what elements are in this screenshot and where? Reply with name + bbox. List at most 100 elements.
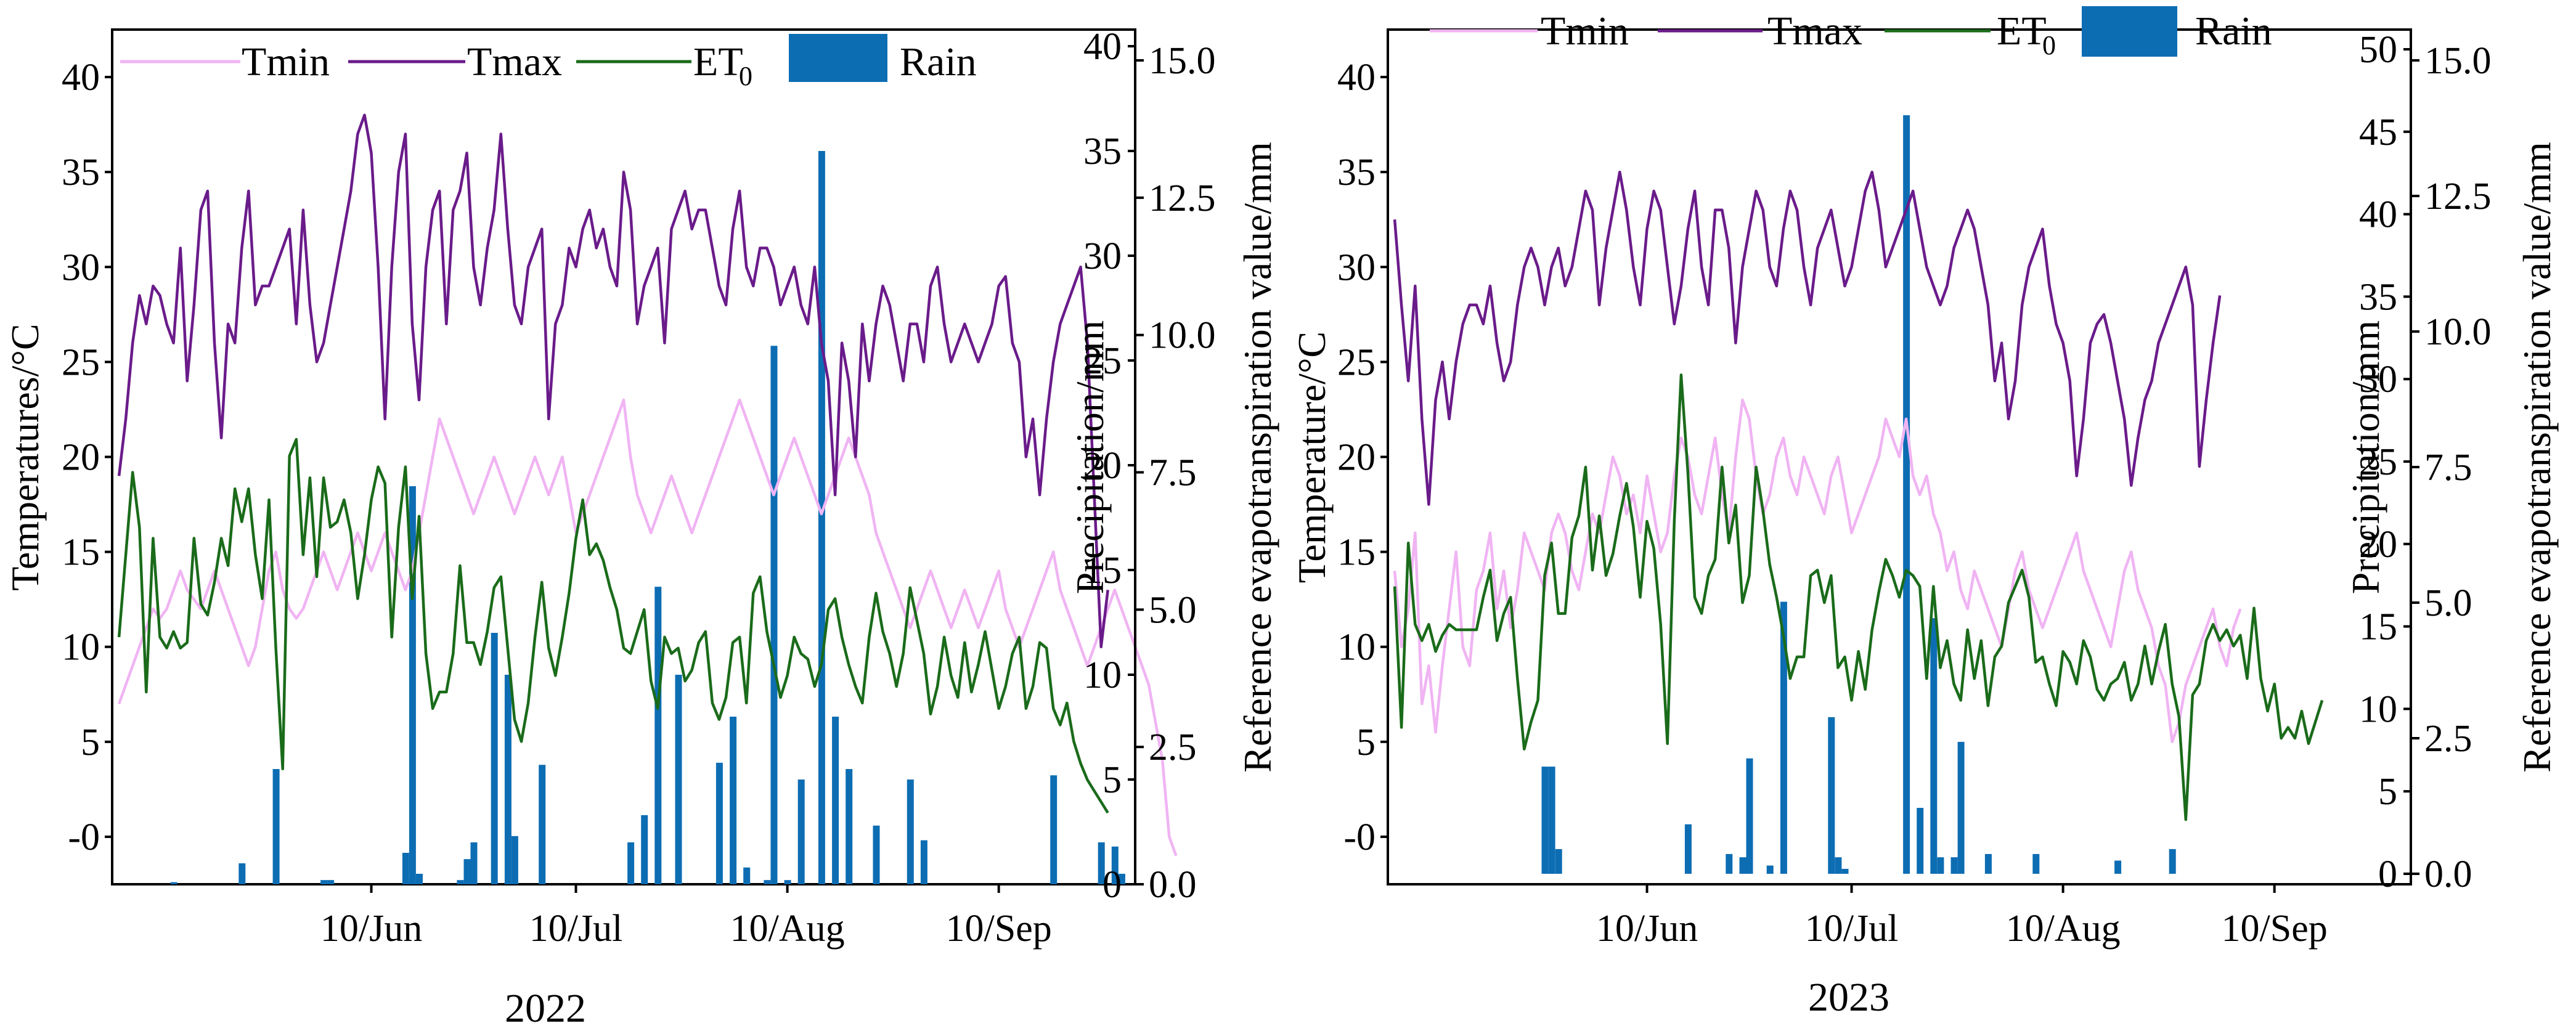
precip-tick-label: 0 <box>1103 864 1122 906</box>
rain-bar <box>832 717 839 884</box>
legend-swatch-rain <box>789 34 887 82</box>
rain-bar <box>797 780 805 884</box>
rain-bar <box>320 880 328 884</box>
rain-bar <box>1111 846 1119 884</box>
et0-tick-label: 2.5 <box>1149 727 1197 768</box>
x-tick-label: 10/Jun <box>1596 908 1698 950</box>
rain-bar <box>1917 808 1924 874</box>
legend-label-tmin: Tmin <box>242 39 330 84</box>
rain-bar <box>272 769 280 884</box>
temp-tick-label: 35 <box>62 152 100 193</box>
et0-tick-label: 0.0 <box>2424 853 2472 895</box>
x-tick-label: 10/Jul <box>529 908 623 950</box>
plot-frame <box>111 28 1136 885</box>
rain-bar <box>641 815 648 884</box>
rain-bar <box>1555 849 1562 874</box>
rain-bar <box>1766 865 1774 874</box>
rain-bar <box>1098 842 1105 884</box>
legend-label-rain: Rain <box>900 39 977 84</box>
et0-tick-label: 12.5 <box>1149 177 1216 219</box>
precip-tick-label: 5 <box>1103 759 1122 801</box>
et0-tick-label: 15.0 <box>1149 40 1216 82</box>
precip-tick-label: 20 <box>2359 524 2397 566</box>
precipitation-axis-title: Precipitation/mm <box>1068 320 1112 594</box>
rain-bar <box>2114 860 2122 874</box>
temp-tick-label: 25 <box>62 341 100 383</box>
rain-bar <box>504 675 512 884</box>
temp-tick-label: 30 <box>1337 246 1376 288</box>
precip-tick-label: 35 <box>2359 276 2397 318</box>
et0-axis-title: Reference evapotranspiration value/mm <box>1236 142 1279 773</box>
series-line-et0 <box>117 438 1109 814</box>
series-line-tmin <box>117 398 1178 857</box>
rain-bar <box>784 880 791 884</box>
rain-bar <box>920 840 927 884</box>
precip-tick-label: 30 <box>2359 359 2397 401</box>
year-label: 2023 <box>1808 975 1889 1020</box>
rain-bar <box>2169 849 2176 874</box>
temperature-axis-title: Temperatures/°C <box>3 324 47 590</box>
series-line-tmin <box>1393 398 2242 744</box>
temp-tick-label: 5 <box>1356 722 1376 763</box>
x-tick-label: 10/Sep <box>2222 908 2328 950</box>
precip-tick-label: 40 <box>2359 194 2397 236</box>
precip-tick-label: 0 <box>2378 853 2397 895</box>
precip-tick-label: 15 <box>1083 550 1122 592</box>
rain-bar <box>907 780 914 884</box>
et0-tick-label: 15.0 <box>2424 40 2492 82</box>
legend-label-tmax: Tmax <box>1767 9 1862 54</box>
precipitation-axis-title: Precipitation/mm <box>2344 320 2387 594</box>
temp-tick-label: 40 <box>62 57 100 99</box>
et0-axis-title: Reference evapotranspiration value/mm <box>2515 142 2559 773</box>
rain-bars <box>170 151 1125 884</box>
et0-tick-label: 10.0 <box>1149 315 1216 357</box>
precip-tick-label: 50 <box>2359 29 2397 71</box>
rain-bar <box>1930 618 1938 874</box>
rain-bar <box>1541 767 1549 874</box>
precip-tick-label: 25 <box>1083 340 1122 382</box>
series-lines <box>1393 170 2324 821</box>
et0-tick-label: 5.0 <box>2424 582 2472 624</box>
precip-tick-label: 25 <box>2359 441 2397 483</box>
temp-tick-label: 35 <box>1337 152 1376 193</box>
rain-bar <box>238 863 246 884</box>
rain-bar <box>1903 115 1910 874</box>
rain-bar <box>1746 758 1753 874</box>
temp-tick-label: 10 <box>1337 627 1376 669</box>
legend-label-tmin: Tmin <box>1541 9 1629 54</box>
rain-bar <box>170 882 177 884</box>
et0-axis-ticks: 0.0 2.5 5.0 7.5 10.0 12.5 15.0 <box>1134 30 1216 906</box>
rain-bar <box>511 836 518 884</box>
et0-tick-label: 7.5 <box>1149 452 1197 494</box>
legend-label-et0: ET <box>693 39 743 84</box>
x-axis-ticks: 10/Jun 10/Jul 10/Aug 10/Sep <box>1596 884 2328 950</box>
et0-tick-label: 5.0 <box>1149 589 1197 631</box>
rain-bar <box>539 765 546 884</box>
legend-label-tmax: Tmax <box>467 39 562 84</box>
chart-panel-2022: -0 5 10 15 20 25 30 35 40 0 5 10 15 20 25 30 35 40 0.0 2.… <box>3 26 1279 1031</box>
rain-bar <box>873 825 880 884</box>
x-axis-ticks: 10/Jun 10/Jul 10/Aug 10/Sep <box>320 884 1052 950</box>
rain-bar <box>1726 853 1733 874</box>
series-line-tmax <box>117 113 1109 648</box>
precipitation-axis-ticks: 0 5 10 15 20 25 30 35 40 45 50 <box>2359 29 2411 895</box>
temp-tick-label: 20 <box>1337 437 1376 479</box>
rain-bar <box>327 880 335 884</box>
rain-bar <box>675 675 682 884</box>
temperature-axis-ticks: -0 5 10 15 20 25 30 35 40 <box>1337 57 1388 858</box>
rain-bar <box>1780 601 1787 874</box>
precip-tick-label: 20 <box>1083 445 1122 487</box>
rain-bar <box>1841 869 1849 874</box>
precip-tick-label: 30 <box>1083 235 1122 277</box>
rain-bar <box>846 769 853 884</box>
rain-bar <box>770 346 778 884</box>
precip-tick-label: 45 <box>2359 112 2397 153</box>
et0-tick-label: 7.5 <box>2424 447 2472 489</box>
legend: Tmin Tmax ET 0 Rain <box>120 34 977 91</box>
rain-bar <box>463 859 471 884</box>
precip-tick-label: 10 <box>2359 688 2397 730</box>
rain-bar <box>1950 857 1958 874</box>
rain-bar <box>1984 853 1992 874</box>
precipitation-axis-ticks: 0 5 10 15 20 25 30 35 40 <box>1083 26 1135 906</box>
rain-bar <box>470 842 478 884</box>
